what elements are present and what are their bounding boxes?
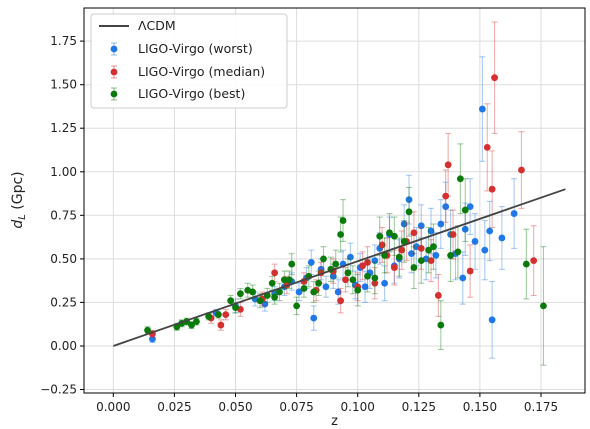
data-point bbox=[308, 259, 315, 266]
data-point bbox=[406, 208, 413, 215]
data-point bbox=[376, 233, 383, 240]
x-tick-label: 0.025 bbox=[157, 400, 191, 414]
data-point bbox=[518, 167, 525, 174]
x-axis-label: z bbox=[331, 414, 338, 429]
data-point bbox=[411, 229, 418, 236]
data-point bbox=[437, 322, 444, 329]
data-point bbox=[269, 280, 276, 287]
data-point bbox=[337, 297, 344, 304]
data-point bbox=[288, 261, 295, 268]
data-point bbox=[430, 243, 437, 250]
y-tick-label: 0.00 bbox=[50, 339, 77, 353]
data-point bbox=[489, 186, 496, 193]
data-point bbox=[484, 144, 491, 151]
data-point bbox=[457, 175, 464, 182]
data-point bbox=[364, 273, 371, 280]
data-point bbox=[371, 275, 378, 282]
data-point bbox=[445, 161, 452, 168]
y-axis-ticks: −0.25 0.00 0.25 0.50 0.75 1.00 1.25 1.50 1.75 bbox=[40, 34, 84, 396]
data-point bbox=[323, 283, 330, 290]
data-point bbox=[462, 207, 469, 214]
data-point bbox=[227, 297, 234, 304]
y-tick-label: 1.00 bbox=[50, 165, 77, 179]
y-tick-label: 1.50 bbox=[50, 78, 77, 92]
legend-worst-label: LIGO-Virgo (worst) bbox=[138, 41, 253, 56]
x-axis-ticks: 0.000 0.025 0.050 0.075 0.100 0.125 0.150 0.175 bbox=[96, 393, 558, 414]
x-tick-label: 0.075 bbox=[279, 400, 313, 414]
data-point bbox=[310, 289, 317, 296]
data-point bbox=[418, 257, 425, 264]
x-tick-label: 0.125 bbox=[402, 400, 436, 414]
legend-best-marker bbox=[111, 91, 118, 98]
data-point bbox=[540, 302, 547, 309]
data-point bbox=[442, 193, 449, 200]
data-point bbox=[499, 235, 506, 242]
data-point bbox=[249, 289, 256, 296]
legend-median-label: LIGO-Virgo (median) bbox=[138, 64, 265, 79]
data-point bbox=[301, 285, 308, 292]
data-point bbox=[523, 261, 530, 268]
y-tick-label: 0.25 bbox=[50, 295, 77, 309]
data-point bbox=[472, 238, 479, 245]
data-point bbox=[237, 290, 244, 297]
x-tick-label: 0.175 bbox=[524, 400, 558, 414]
data-point bbox=[391, 233, 398, 240]
data-point bbox=[310, 315, 317, 322]
data-point bbox=[391, 264, 398, 271]
x-tick-label: 0.100 bbox=[341, 400, 375, 414]
data-point bbox=[479, 106, 486, 113]
legend-lcdm-label: ΛCDM bbox=[138, 18, 176, 33]
data-point bbox=[315, 280, 322, 287]
data-point bbox=[222, 311, 229, 318]
y-tick-label: 1.25 bbox=[50, 121, 77, 135]
y-tick-label: 0.75 bbox=[50, 208, 77, 222]
x-tick-label: 0.050 bbox=[218, 400, 252, 414]
data-point bbox=[437, 221, 444, 228]
data-point bbox=[354, 287, 361, 294]
data-point bbox=[271, 294, 278, 301]
data-point bbox=[467, 268, 474, 275]
data-point bbox=[435, 292, 442, 299]
data-point bbox=[332, 261, 339, 268]
legend-worst-marker bbox=[111, 46, 118, 53]
data-point bbox=[337, 231, 344, 238]
legend-median-marker bbox=[111, 69, 118, 76]
y-tick-label: −0.25 bbox=[40, 383, 77, 397]
data-point bbox=[481, 247, 488, 254]
data-point bbox=[257, 297, 264, 304]
data-point bbox=[217, 322, 224, 329]
legend-best-label: LIGO-Virgo (best) bbox=[138, 86, 245, 101]
y-tick-label: 0.50 bbox=[50, 252, 77, 266]
data-point bbox=[396, 254, 403, 261]
data-point bbox=[271, 269, 278, 276]
data-point bbox=[447, 252, 454, 259]
data-point bbox=[349, 276, 356, 283]
data-point bbox=[530, 257, 537, 264]
data-point bbox=[411, 264, 418, 271]
data-point bbox=[489, 316, 496, 323]
data-point bbox=[215, 311, 222, 318]
data-point bbox=[491, 74, 498, 81]
data-point bbox=[193, 318, 200, 325]
data-point bbox=[486, 228, 493, 235]
data-point bbox=[455, 248, 462, 255]
data-point bbox=[345, 269, 352, 276]
x-tick-label: 0.000 bbox=[96, 400, 130, 414]
data-point bbox=[340, 217, 347, 224]
data-point bbox=[381, 280, 388, 287]
x-tick-label: 0.150 bbox=[463, 400, 497, 414]
data-point bbox=[286, 276, 293, 283]
data-point bbox=[293, 302, 300, 309]
y-axis-label: dL (Gpc) bbox=[10, 171, 28, 228]
y-tick-label: 1.75 bbox=[50, 34, 77, 48]
data-point bbox=[320, 255, 327, 262]
data-point bbox=[511, 210, 518, 217]
legend: ΛCDM LIGO-Virgo (worst) LIGO-Virgo (medi… bbox=[91, 14, 287, 108]
